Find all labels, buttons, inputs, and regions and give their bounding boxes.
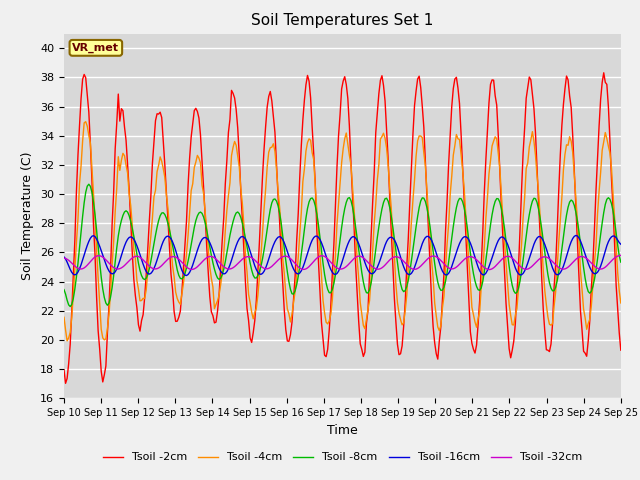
- Text: VR_met: VR_met: [72, 43, 119, 53]
- Tsoil -4cm: [257, 252, 265, 258]
- Tsoil -16cm: [617, 241, 625, 247]
- Line: Tsoil -32cm: Tsoil -32cm: [64, 255, 621, 270]
- X-axis label: Time: Time: [327, 424, 358, 437]
- Tsoil -4cm: [589, 283, 596, 288]
- Tsoil -8cm: [257, 264, 265, 269]
- Tsoil -32cm: [303, 265, 311, 271]
- Y-axis label: Soil Temperature (C): Soil Temperature (C): [22, 152, 35, 280]
- Tsoil -2cm: [228, 87, 236, 93]
- Tsoil -8cm: [85, 181, 93, 187]
- Tsoil -16cm: [255, 271, 263, 277]
- Tsoil -16cm: [182, 273, 190, 278]
- Tsoil -2cm: [617, 347, 625, 353]
- Tsoil -32cm: [254, 260, 262, 266]
- Tsoil -8cm: [131, 242, 139, 248]
- Tsoil -2cm: [61, 381, 69, 386]
- Tsoil -8cm: [248, 267, 255, 273]
- Title: Soil Temperatures Set 1: Soil Temperatures Set 1: [252, 13, 433, 28]
- Tsoil -16cm: [246, 248, 254, 254]
- Line: Tsoil -16cm: Tsoil -16cm: [64, 236, 621, 276]
- Legend: Tsoil -2cm, Tsoil -4cm, Tsoil -8cm, Tsoil -16cm, Tsoil -32cm: Tsoil -2cm, Tsoil -4cm, Tsoil -8cm, Tsoi…: [99, 448, 586, 467]
- Tsoil -4cm: [82, 119, 90, 125]
- Tsoil -4cm: [617, 300, 625, 306]
- Tsoil -2cm: [130, 276, 138, 282]
- Tsoil -16cm: [305, 246, 313, 252]
- Tsoil -8cm: [67, 304, 74, 310]
- Line: Tsoil -8cm: Tsoil -8cm: [64, 184, 621, 307]
- Tsoil -32cm: [617, 252, 625, 258]
- Tsoil -2cm: [246, 335, 254, 341]
- Tsoil -2cm: [60, 367, 68, 373]
- Tsoil -2cm: [600, 70, 607, 76]
- Tsoil -8cm: [589, 284, 596, 289]
- Tsoil -8cm: [60, 287, 68, 292]
- Line: Tsoil -2cm: Tsoil -2cm: [64, 73, 621, 384]
- Tsoil -32cm: [485, 267, 493, 273]
- Tsoil -16cm: [60, 254, 68, 260]
- Tsoil -16cm: [228, 257, 236, 263]
- Tsoil -4cm: [131, 256, 139, 262]
- Line: Tsoil -4cm: Tsoil -4cm: [64, 122, 621, 341]
- Tsoil -4cm: [248, 309, 255, 315]
- Tsoil -16cm: [589, 270, 596, 276]
- Tsoil -32cm: [226, 266, 234, 272]
- Tsoil -32cm: [129, 255, 136, 261]
- Tsoil -32cm: [60, 255, 68, 261]
- Tsoil -16cm: [129, 235, 136, 240]
- Tsoil -4cm: [63, 338, 71, 344]
- Tsoil -32cm: [588, 260, 595, 266]
- Tsoil -8cm: [307, 196, 314, 202]
- Tsoil -32cm: [244, 254, 252, 260]
- Tsoil -4cm: [307, 137, 314, 143]
- Tsoil -4cm: [229, 144, 237, 150]
- Tsoil -4cm: [60, 314, 68, 320]
- Tsoil -2cm: [588, 285, 595, 291]
- Tsoil -8cm: [617, 259, 625, 265]
- Tsoil -2cm: [255, 239, 263, 245]
- Tsoil -16cm: [572, 233, 580, 239]
- Tsoil -8cm: [229, 219, 237, 225]
- Tsoil -2cm: [305, 78, 313, 84]
